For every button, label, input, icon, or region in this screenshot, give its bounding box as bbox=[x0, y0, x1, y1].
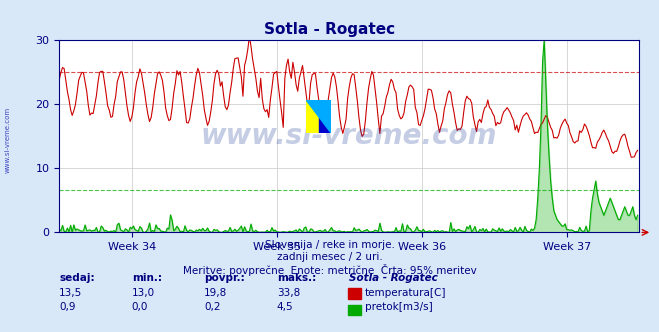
Text: 0,0: 0,0 bbox=[132, 302, 148, 312]
Text: 19,8: 19,8 bbox=[204, 288, 227, 298]
Text: Sotla - Rogatec: Sotla - Rogatec bbox=[264, 22, 395, 37]
Text: maks.:: maks.: bbox=[277, 273, 316, 283]
Text: zadnji mesec / 2 uri.: zadnji mesec / 2 uri. bbox=[277, 252, 382, 262]
Text: Sotla - Rogatec: Sotla - Rogatec bbox=[349, 273, 438, 283]
Text: www.si-vreme.com: www.si-vreme.com bbox=[5, 106, 11, 173]
Text: www.si-vreme.com: www.si-vreme.com bbox=[201, 122, 498, 150]
Text: Slovenija / reke in morje.: Slovenija / reke in morje. bbox=[264, 240, 395, 250]
Text: min.:: min.: bbox=[132, 273, 162, 283]
Bar bbox=[306, 100, 319, 133]
Text: 13,0: 13,0 bbox=[132, 288, 155, 298]
Text: sedaj:: sedaj: bbox=[59, 273, 95, 283]
Bar bbox=[348, 304, 361, 315]
Bar bbox=[348, 288, 361, 298]
Text: 4,5: 4,5 bbox=[277, 302, 293, 312]
Text: povpr.:: povpr.: bbox=[204, 273, 245, 283]
Text: temperatura[C]: temperatura[C] bbox=[365, 288, 447, 298]
Text: 0,9: 0,9 bbox=[59, 302, 76, 312]
Text: 33,8: 33,8 bbox=[277, 288, 300, 298]
Text: 0,2: 0,2 bbox=[204, 302, 221, 312]
Bar bbox=[319, 100, 331, 133]
Text: pretok[m3/s]: pretok[m3/s] bbox=[365, 302, 433, 312]
Polygon shape bbox=[306, 100, 331, 133]
Text: Meritve: povprečne  Enote: metrične  Črta: 95% meritev: Meritve: povprečne Enote: metrične Črta:… bbox=[183, 264, 476, 276]
Text: 13,5: 13,5 bbox=[59, 288, 82, 298]
